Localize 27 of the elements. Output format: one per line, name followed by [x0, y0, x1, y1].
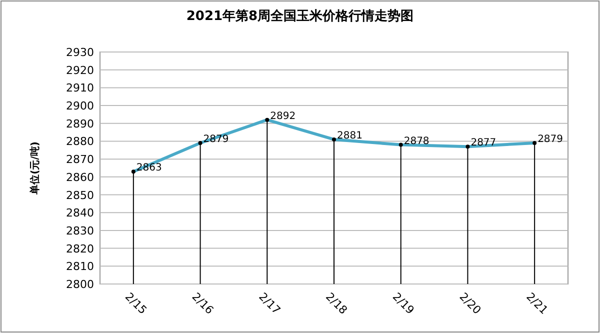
y-tick-label: 2850: [66, 188, 94, 202]
y-tick-label: 2930: [66, 46, 94, 59]
chart-title: 2021年第8周全国玉米价格行情走势图: [186, 8, 414, 24]
data-label: 2892: [270, 110, 296, 122]
y-axis-title: 单位(元/吨): [29, 142, 41, 196]
y-tick-label: 2820: [66, 242, 94, 256]
point: [332, 137, 336, 142]
y-tick-label: 2800: [66, 278, 94, 291]
y-tick-label: 2880: [66, 135, 94, 148]
y-tick-label: 2860: [66, 170, 94, 184]
y-tick-label: 2900: [66, 100, 94, 113]
y-tick-label: 2810: [66, 260, 94, 274]
data-label: 2879: [538, 134, 564, 146]
point: [265, 118, 270, 122]
data-label: 2878: [404, 136, 430, 147]
point: [398, 142, 403, 147]
y-tick-label: 2830: [66, 224, 94, 238]
point: [532, 141, 537, 146]
point: [131, 170, 136, 174]
y-tick-label: 2870: [66, 153, 94, 166]
point: [466, 144, 470, 149]
data-label: 2881: [337, 130, 362, 142]
y-tick-label: 2890: [66, 117, 94, 130]
y-tick-label: 2910: [66, 82, 94, 95]
y-tick-label: 2840: [66, 206, 94, 220]
y-tick-label: 2920: [66, 64, 94, 77]
point: [198, 141, 202, 146]
